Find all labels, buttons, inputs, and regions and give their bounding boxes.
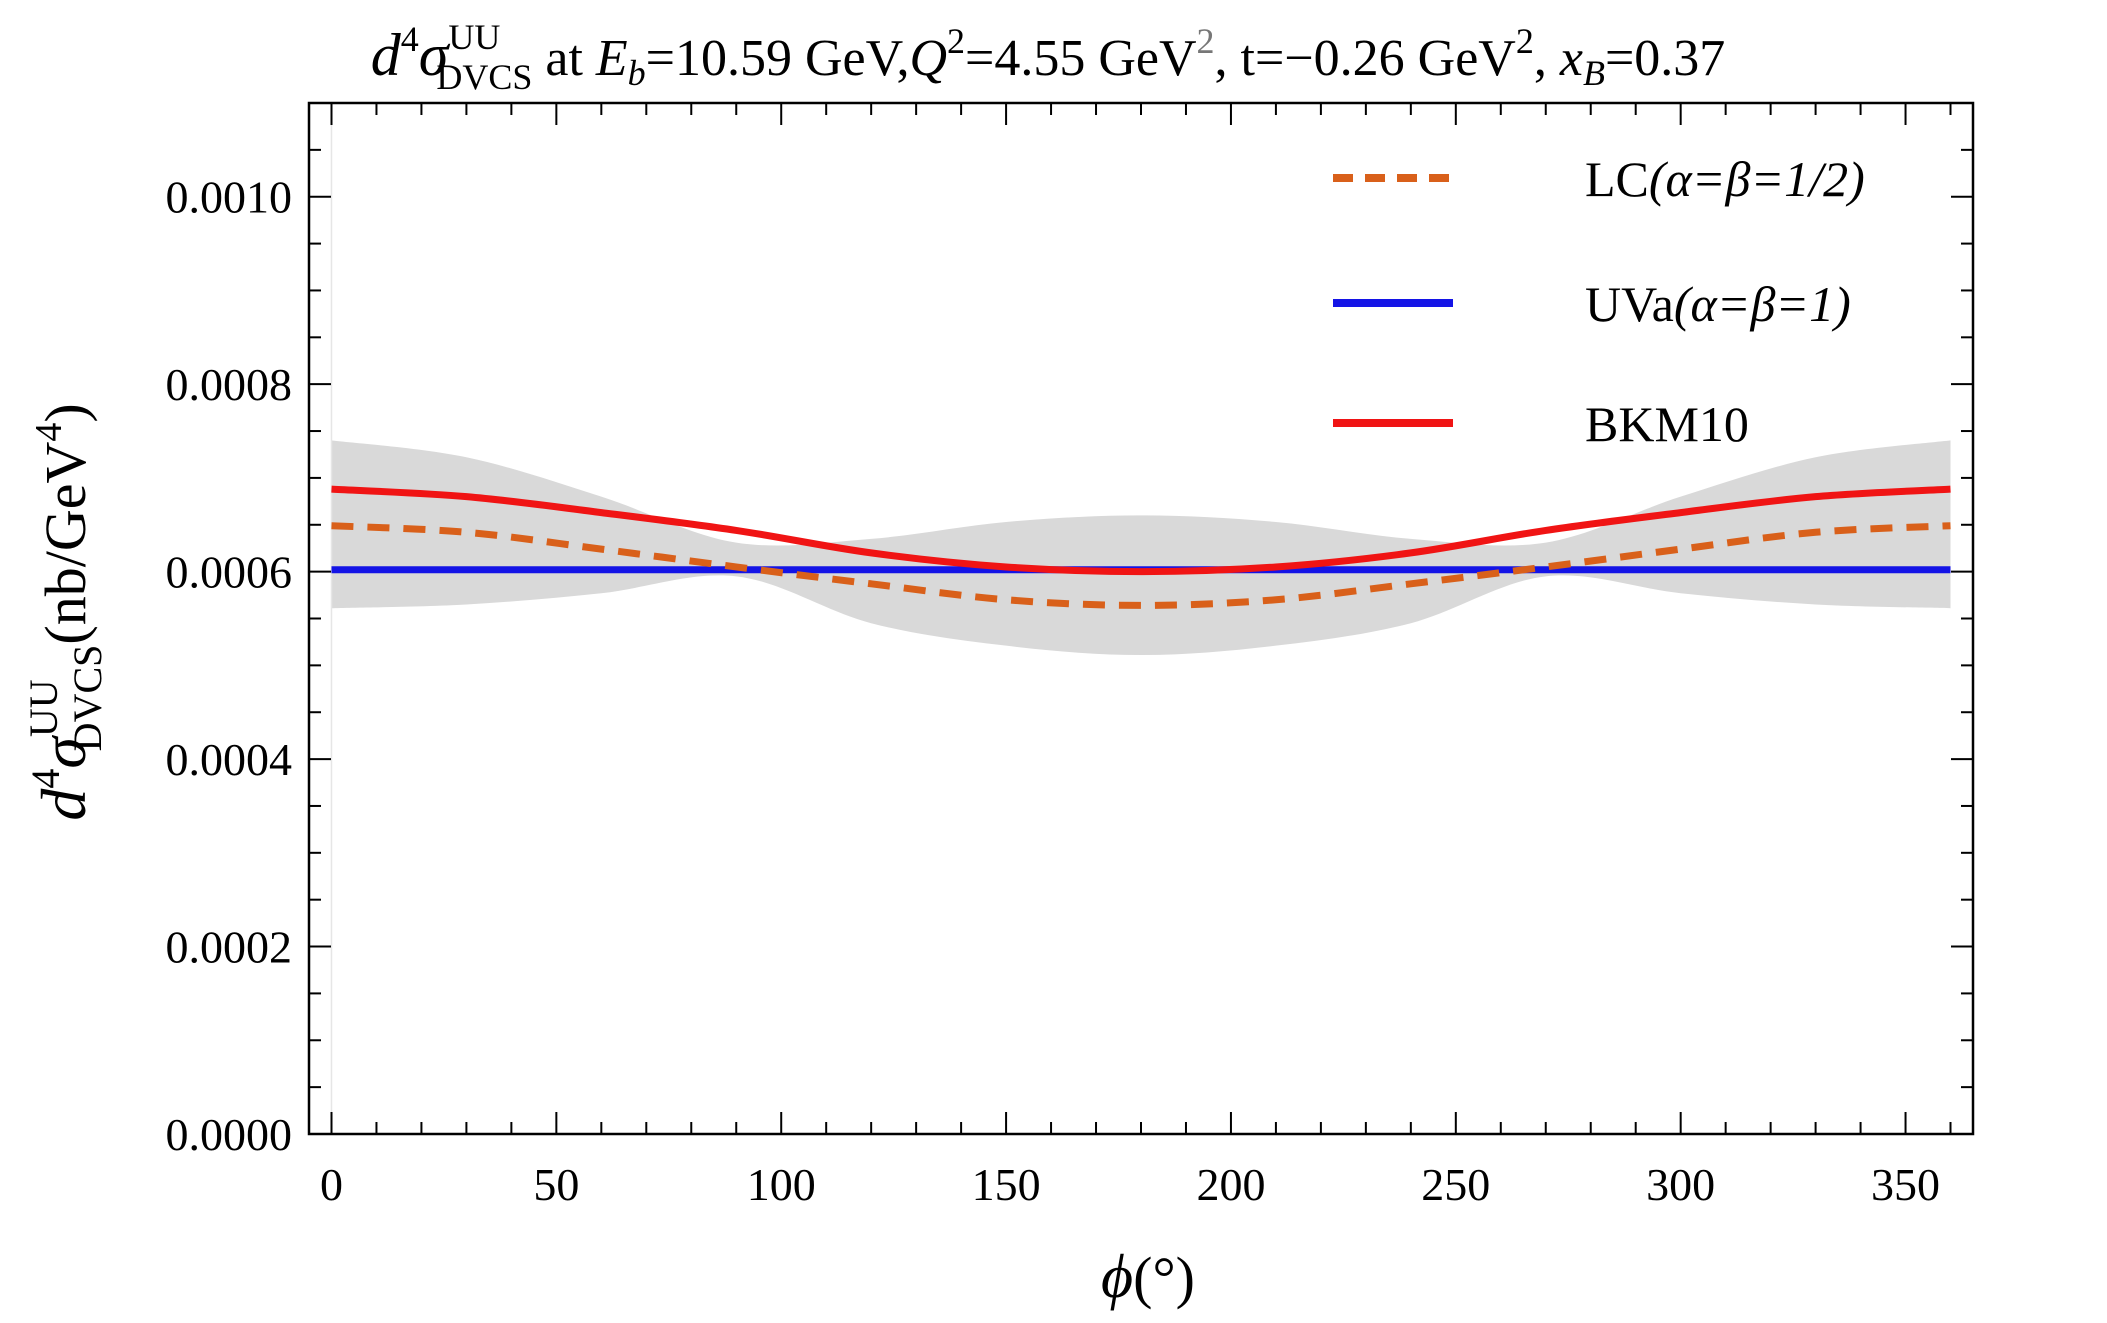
y-axis-uu: UU [21, 679, 66, 737]
x-tick-label: 50 [533, 1159, 579, 1210]
legend: LC(α=β=1/2) UVa(α=β=1) BKM10 [1333, 151, 1865, 452]
title-sigma: σ [419, 22, 451, 88]
y-axis-four: 4 [23, 769, 68, 789]
x-axis-label: ϕ(°) [1101, 1243, 1195, 1311]
legend-lc-name: LC [1585, 151, 1649, 207]
title-q: Q [909, 30, 947, 87]
series-line-bkm10 [331, 485, 1951, 576]
uncertainty-band [331, 440, 1951, 656]
title-eb-value: =10.59 GeV, [646, 30, 910, 87]
title-q2-value: =4.55 GeV [965, 30, 1197, 87]
band-layer [330, 103, 1951, 1134]
y-tick-label: 0.0010 [166, 172, 293, 223]
legend-uva-params: (α=β=1) [1674, 276, 1851, 332]
y-axis-d: d [28, 788, 99, 821]
legend-lc-params: (α=β=1/2) [1649, 151, 1865, 207]
legend-label-uva: UVa(α=β=1) [1585, 276, 1851, 332]
x-tick-label: 200 [1196, 1159, 1265, 1210]
x-tick-label: 0 [320, 1159, 343, 1210]
title-four: 4 [401, 19, 419, 59]
y-tick-label: 0.0006 [166, 547, 293, 598]
y-axis-dvcs: DVCS [65, 645, 110, 752]
title-t-exp: 2 [1516, 21, 1534, 61]
y-tick-label: 0.0004 [166, 734, 293, 785]
x-tick-label: 150 [972, 1159, 1041, 1210]
x-axis-unit: (°) [1133, 1245, 1195, 1310]
title-t-value: , t=−0.26 GeV [1215, 30, 1516, 87]
title-x: x [1559, 30, 1583, 87]
legend-label-lc: LC(α=β=1/2) [1585, 151, 1865, 207]
y-tick-label: 0.0002 [166, 922, 293, 973]
legend-uva-name: UVa [1585, 276, 1674, 332]
x-axis-phi: ϕ [1101, 1243, 1133, 1311]
title-comma: , [1534, 30, 1560, 87]
y-tick-label: 0.0008 [166, 359, 293, 410]
x-tick-label: 250 [1421, 1159, 1490, 1210]
y-axis-unit-exp: 4 [28, 423, 70, 442]
series-line-lc [331, 522, 1951, 609]
y-axis-sigma: σ [28, 735, 99, 769]
title-q-two: 2 [947, 21, 965, 61]
y-tick-label: 0.0000 [166, 1109, 293, 1160]
title-uu: UU [448, 17, 500, 57]
title-q2-exp: 2 [1197, 21, 1215, 61]
y-axis-ticks: 0.0000 0.0002 0.0004 0.0006 0.0008 0.0010 [166, 102, 1973, 1160]
title-e: E [595, 30, 628, 87]
x-tick-label: 300 [1646, 1159, 1715, 1210]
title-xb-sub: B [1583, 53, 1605, 93]
x-tick-label: 350 [1871, 1159, 1940, 1210]
chart-title: d4σUU DVCS at Eb=10.59 GeV,Q2=4.55 GeV2, … [371, 17, 1726, 97]
x-tick-label: 100 [747, 1159, 816, 1210]
y-axis-unit-open: (nb/GeV [33, 442, 98, 645]
y-axis-label: d4σUUDVCS(nb/GeV4) [21, 403, 110, 820]
y-axis-unit-close: ) [33, 403, 98, 422]
title-b: b [628, 53, 646, 93]
title-at: at [532, 30, 596, 87]
legend-label-bkm10: BKM10 [1585, 396, 1749, 452]
x-axis-ticks: 0 50 100 150 200 250 300 350 [320, 103, 1952, 1210]
title-dvcs: DVCS [436, 57, 532, 97]
title-xb-value: =0.37 [1605, 30, 1725, 87]
title-d: d [371, 22, 402, 88]
series-layer [331, 485, 1951, 609]
